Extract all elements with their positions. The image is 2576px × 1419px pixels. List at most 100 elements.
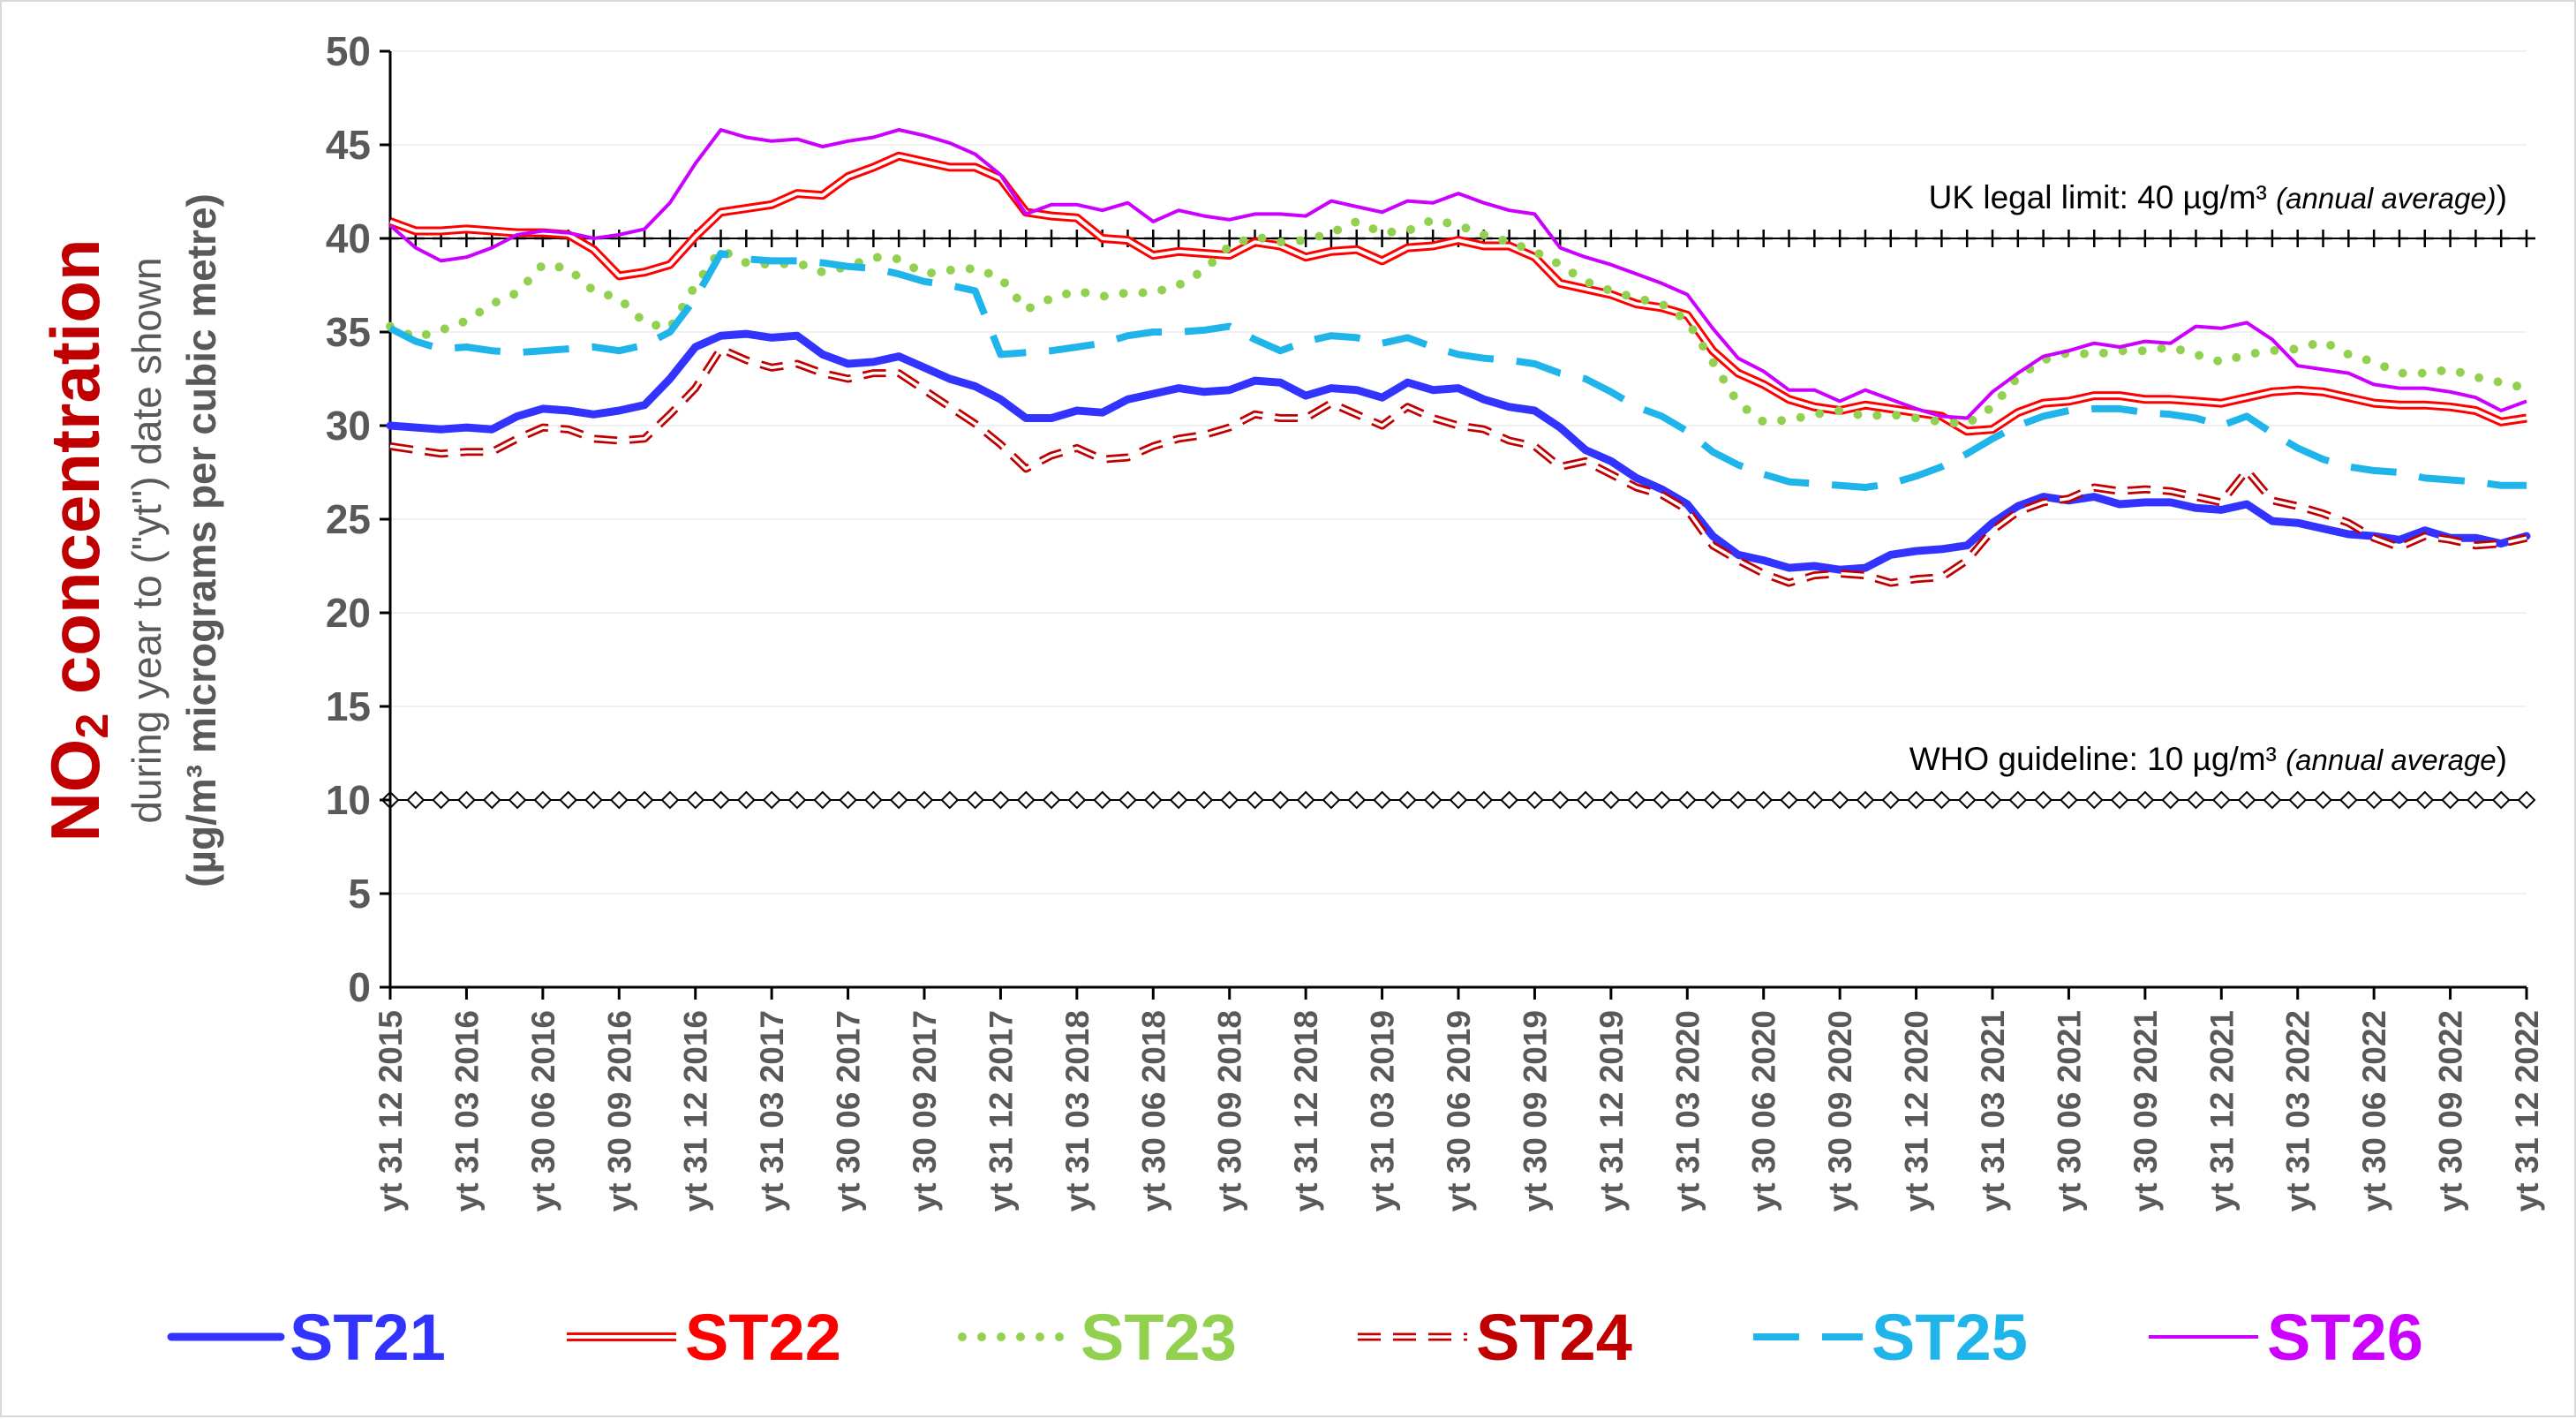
legend-item-st26: ST26 xyxy=(2149,1301,2423,1374)
reference-marker-diamond xyxy=(1220,790,1239,810)
reference-marker-plus xyxy=(2365,230,2384,247)
reference-marker-plus xyxy=(1220,230,1239,247)
reference-marker-plus xyxy=(1347,230,1366,247)
reference-marker-diamond xyxy=(889,790,908,810)
reference-marker-diamond xyxy=(2060,790,2078,810)
reference-marker-diamond xyxy=(660,790,680,810)
reference-marker-diamond xyxy=(1270,790,1290,810)
reference-marker-plus xyxy=(610,230,629,247)
reference-marker-plus xyxy=(1805,230,1824,247)
reference-label-text: UK legal limit: 40 µg/m³ xyxy=(1929,179,2277,215)
series-st24 xyxy=(389,344,2527,587)
x-tick-label: yt 31 12 2015 xyxy=(373,1010,409,1211)
reference-label-40: UK legal limit: 40 µg/m³ (annual average… xyxy=(1929,179,2507,215)
reference-marker-diamond xyxy=(2008,790,2028,810)
y-tick-label: 40 xyxy=(326,215,371,261)
reference-marker-plus xyxy=(1754,230,1773,247)
reference-marker-diamond xyxy=(1780,790,1798,810)
y-tick-label: 0 xyxy=(348,964,371,1010)
reference-marker-diamond xyxy=(1296,790,1315,810)
x-tick-label: yt 30 06 2017 xyxy=(831,1010,867,1211)
x-tick-label: yt 31 03 2018 xyxy=(1059,1010,1096,1211)
reference-marker-plus xyxy=(2238,230,2256,247)
x-tick-label: yt 30 09 2017 xyxy=(907,1010,943,1211)
reference-marker-diamond xyxy=(2288,790,2308,810)
reference-marker-plus xyxy=(1704,230,1722,247)
reference-marker-diamond xyxy=(2441,790,2459,810)
reference-marker-plus xyxy=(1067,230,1086,247)
reference-label-close: ) xyxy=(2497,741,2507,777)
y-tick-label: 15 xyxy=(326,683,371,729)
reference-marker-plus xyxy=(915,230,933,247)
reference-marker-diamond xyxy=(2491,790,2511,810)
reference-marker-diamond xyxy=(940,790,960,810)
reference-marker-diamond xyxy=(1677,790,1697,810)
reference-marker-plus xyxy=(2467,230,2485,247)
y-tick-label: 45 xyxy=(326,122,371,168)
y-tick-label: 30 xyxy=(326,403,371,449)
reference-marker-plus xyxy=(1144,230,1163,247)
y-tick-label: 35 xyxy=(326,309,371,355)
x-tick-label: yt 30 06 2021 xyxy=(2051,1010,2087,1211)
x-tick-label: yt 31 12 2017 xyxy=(983,1010,1019,1211)
reference-marker-diamond xyxy=(2135,790,2155,810)
reference-marker-diamond xyxy=(686,790,705,810)
series-st22 xyxy=(388,151,2527,436)
reference-marker-plus xyxy=(1627,230,1646,247)
reference-marker-diamond xyxy=(762,790,781,810)
reference-marker-plus xyxy=(1043,230,1061,247)
reference-marker-diamond xyxy=(2466,790,2485,810)
reference-marker-plus xyxy=(712,230,730,247)
reference-marker-diamond xyxy=(1754,790,1774,810)
x-tick-label: yt 31 12 2020 xyxy=(1899,1010,1935,1211)
reference-marker-plus xyxy=(2518,230,2535,247)
reference-marker-diamond xyxy=(1729,790,1748,810)
reference-marker-diamond xyxy=(1016,790,1036,810)
legend-label-st23: ST23 xyxy=(1081,1301,1237,1374)
reference-marker-diamond xyxy=(1983,790,2002,810)
reference-marker-diamond xyxy=(2415,790,2435,810)
reference-marker-plus xyxy=(2415,230,2434,247)
reference-marker-diamond xyxy=(1627,790,1646,810)
reference-marker-diamond xyxy=(1830,790,1849,810)
reference-marker-plus xyxy=(1881,230,1900,247)
reference-marker-plus xyxy=(940,230,959,247)
reference-marker-diamond xyxy=(1093,790,1112,810)
x-tick-label: yt 31 12 2019 xyxy=(1593,1010,1630,1211)
x-tick-label: yt 31 03 2017 xyxy=(754,1010,790,1211)
reference-marker-plus xyxy=(1322,230,1340,247)
series-line-st25 xyxy=(388,250,2527,491)
reference-marker-diamond xyxy=(1932,790,1951,810)
series-line-st26 xyxy=(388,128,2527,420)
reference-marker-plus xyxy=(991,230,1010,247)
reference-marker-diamond xyxy=(1067,790,1087,810)
reference-marker-diamond xyxy=(1423,790,1442,810)
legend-label-st25: ST25 xyxy=(1872,1301,2028,1374)
reference-marker-plus xyxy=(2060,230,2078,247)
reference-marker-diamond xyxy=(1804,790,1824,810)
reference-marker-plus xyxy=(660,230,679,247)
y-axis-title-main: NO2 concentration xyxy=(36,238,118,842)
reference-marker-plus xyxy=(813,230,832,247)
reference-marker-diamond xyxy=(457,790,476,810)
reference-marker-plus xyxy=(1653,230,1671,247)
y-tick-label: 10 xyxy=(326,777,371,823)
reference-marker-plus xyxy=(1170,230,1188,247)
reference-lines xyxy=(380,230,2536,810)
reference-marker-plus xyxy=(1373,230,1391,247)
reference-marker-plus xyxy=(2288,230,2307,247)
x-tick-label: yt 30 06 2019 xyxy=(1441,1010,1477,1211)
legend: ST21 ST22 ST23 ST24 ST25 ST26 xyxy=(167,1301,2423,1374)
reference-marker-plus xyxy=(864,230,883,247)
reference-marker-diamond xyxy=(482,790,501,810)
y-tick-label: 50 xyxy=(326,28,371,74)
reference-marker-plus xyxy=(2111,230,2129,247)
reference-marker-diamond xyxy=(2211,790,2231,810)
reference-marker-diamond xyxy=(2364,790,2384,810)
y-axis-title: NO2 concentration during year to ("yt") … xyxy=(36,193,224,887)
reference-marker-diamond xyxy=(863,790,883,810)
reference-marker-diamond xyxy=(1194,790,1214,810)
reference-marker-plus xyxy=(1601,230,1620,247)
reference-marker-diamond xyxy=(2237,790,2256,810)
reference-marker-plus xyxy=(763,230,781,247)
